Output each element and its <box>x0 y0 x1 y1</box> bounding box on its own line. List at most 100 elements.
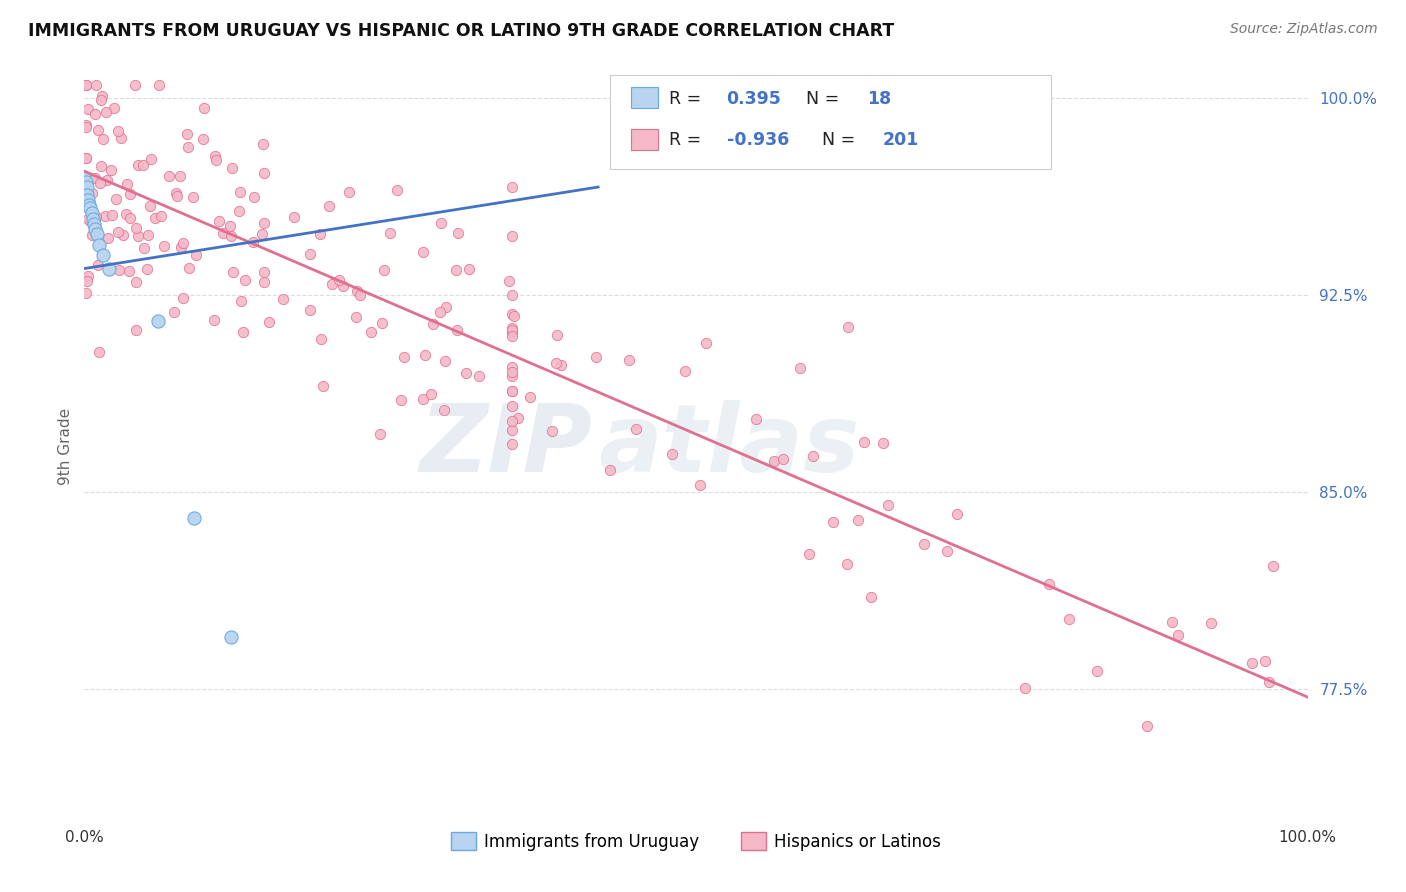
Text: IMMIGRANTS FROM URUGUAY VS HISPANIC OR LATINO 9TH GRADE CORRELATION CHART: IMMIGRANTS FROM URUGUAY VS HISPANIC OR L… <box>28 22 894 40</box>
Point <box>321 277 343 292</box>
Point <box>1057 612 1080 626</box>
Point <box>94 104 117 119</box>
Point <box>346 284 368 298</box>
Point <box>82 211 104 226</box>
Point <box>73 169 96 184</box>
Point <box>344 310 367 324</box>
Point <box>935 544 957 558</box>
Point <box>695 336 717 351</box>
Point <box>801 450 824 464</box>
Point <box>100 207 122 221</box>
Point <box>412 245 434 260</box>
Point <box>231 294 253 309</box>
Point <box>111 227 134 242</box>
Point <box>165 186 187 200</box>
Point <box>502 329 524 343</box>
Point <box>136 228 159 243</box>
Text: Source: ZipAtlas.com: Source: ZipAtlas.com <box>1230 22 1378 37</box>
Point <box>125 323 148 337</box>
Point <box>446 262 468 277</box>
Point <box>219 219 242 234</box>
Point <box>80 186 103 200</box>
Bar <box>631 128 658 150</box>
Point <box>503 309 526 323</box>
Point <box>153 239 176 253</box>
Point <box>75 118 97 132</box>
Point <box>75 151 97 165</box>
Point <box>252 275 274 289</box>
Point <box>77 269 100 284</box>
Point <box>412 392 434 406</box>
Point <box>79 214 101 228</box>
Point <box>299 246 322 260</box>
Point <box>502 307 524 321</box>
Point <box>76 274 98 288</box>
Point <box>373 263 395 277</box>
Point <box>91 89 114 103</box>
Point <box>789 360 811 375</box>
Point <box>1254 654 1277 668</box>
Point <box>77 198 100 212</box>
Point <box>96 173 118 187</box>
Point <box>75 151 97 165</box>
Point <box>332 279 354 293</box>
Point <box>232 325 254 339</box>
Point <box>422 317 444 331</box>
Point <box>457 261 479 276</box>
Point <box>311 332 333 346</box>
Point <box>124 78 146 92</box>
Y-axis label: 9th Grade: 9th Grade <box>58 408 73 484</box>
Point <box>859 590 882 604</box>
Legend: Immigrants from Uruguay, Hispanics or Latinos: Immigrants from Uruguay, Hispanics or La… <box>444 826 948 857</box>
Point <box>252 137 274 152</box>
Point <box>318 199 340 213</box>
Point <box>94 209 117 223</box>
Point <box>219 630 242 644</box>
Point <box>97 231 120 245</box>
Point <box>328 272 350 286</box>
Point <box>1258 675 1281 690</box>
Bar <box>631 87 658 109</box>
Point <box>159 169 181 183</box>
Text: N =: N = <box>806 90 845 108</box>
Point <box>89 176 111 190</box>
Point <box>193 132 215 146</box>
Point <box>912 537 935 551</box>
Point <box>87 123 110 137</box>
Point <box>76 211 98 226</box>
Point <box>143 211 166 226</box>
Point <box>148 78 170 92</box>
Point <box>75 120 97 135</box>
Point <box>585 351 607 365</box>
Point <box>77 193 100 207</box>
Point <box>872 435 894 450</box>
Point <box>446 323 468 337</box>
Point <box>420 387 443 401</box>
Point <box>97 261 120 276</box>
Point <box>221 265 243 279</box>
Point <box>242 235 264 249</box>
Point <box>673 364 696 378</box>
Point <box>91 132 114 146</box>
Text: ZIP: ZIP <box>419 400 592 492</box>
Point <box>454 366 477 380</box>
Text: 18: 18 <box>868 90 891 108</box>
Point <box>502 360 524 375</box>
Point <box>846 513 869 527</box>
Text: N =: N = <box>823 131 860 149</box>
Point <box>179 260 201 275</box>
Point <box>519 390 541 404</box>
Point <box>76 188 98 202</box>
Point <box>100 162 122 177</box>
Point <box>253 265 276 279</box>
Point <box>118 264 141 278</box>
Point <box>433 353 456 368</box>
Point <box>661 447 683 461</box>
Point <box>434 300 457 314</box>
Point <box>202 312 225 326</box>
Point <box>127 228 149 243</box>
Point <box>298 303 321 318</box>
Point <box>125 220 148 235</box>
Point <box>1014 681 1036 695</box>
Point <box>501 414 523 428</box>
